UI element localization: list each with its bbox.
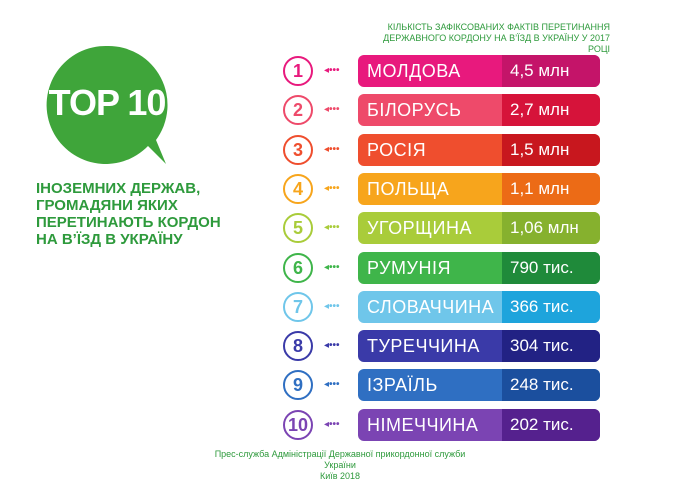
rank-circle: 7 xyxy=(283,292,313,322)
arrow-dots-icon: ◂••• xyxy=(324,379,340,390)
arrow-dots-icon: ◂••• xyxy=(324,183,340,194)
country-label: РОСІЯ xyxy=(367,140,427,160)
country-label: РУМУНІЯ xyxy=(367,258,451,278)
badge-text: TOP 10 xyxy=(48,82,167,123)
arrow-dots-icon: ◂••• xyxy=(324,340,340,351)
country-bar: СЛОВАЧЧИНА 366 тис. xyxy=(358,291,600,323)
subtitle: ІНОЗЕМНИХ ДЕРЖАВ, ГРОМАДЯНИ ЯКИХ ПЕРЕТИН… xyxy=(36,180,221,248)
value-label: 1,1 млн xyxy=(502,173,600,205)
rank-circle: 10 xyxy=(283,410,313,440)
chart-title-line2: ДЕРЖАВНОГО КОРДОНУ НА В’ЇЗД В УКРАЇНУ У … xyxy=(383,33,610,54)
country-label: БІЛОРУСЬ xyxy=(367,100,462,120)
footer-place-year: Київ 2018 xyxy=(319,471,361,481)
rank-circle: 1 xyxy=(283,56,313,86)
arrow-dots-icon: ◂••• xyxy=(324,262,340,273)
arrow-dots-icon: ◂••• xyxy=(324,65,340,76)
country-label: ТУРЕЧЧИНА xyxy=(367,336,480,356)
rank-circle: 4 xyxy=(283,174,313,204)
rank-circle: 2 xyxy=(283,95,313,125)
country-bar: МОЛДОВА 4,5 млн xyxy=(358,55,600,87)
footer-credit: Прес-служба Адміністрації Державної прик… xyxy=(214,449,466,470)
value-label: 202 тис. xyxy=(502,409,600,441)
country-bar: НІМЕЧЧИНА 202 тис. xyxy=(358,409,600,441)
country-label: МОЛДОВА xyxy=(367,61,461,81)
rank-circle: 8 xyxy=(283,331,313,361)
country-bar: БІЛОРУСЬ 2,7 млн xyxy=(358,94,600,126)
rank-circle: 3 xyxy=(283,135,313,165)
value-label: 1,5 млн xyxy=(502,134,600,166)
arrow-dots-icon: ◂••• xyxy=(324,222,340,233)
chart-title-line1: КІЛЬКІСТЬ ЗАФІКСОВАНИХ ФАКТІВ ПЕРЕТИНАНН… xyxy=(387,22,610,32)
value-label: 790 тис. xyxy=(502,252,600,284)
country-label: НІМЕЧЧИНА xyxy=(367,415,479,435)
country-bar: ТУРЕЧЧИНА 304 тис. xyxy=(358,330,600,362)
top10-badge: TOP 10 xyxy=(44,42,170,168)
rank-circle: 9 xyxy=(283,370,313,400)
rank-circle: 6 xyxy=(283,253,313,283)
country-bar: ІЗРАЇЛЬ 248 тис. xyxy=(358,369,600,401)
value-label: 4,5 млн xyxy=(502,55,600,87)
value-label: 304 тис. xyxy=(502,330,600,362)
rank-circle: 5 xyxy=(283,213,313,243)
chart-title: КІЛЬКІСТЬ ЗАФІКСОВАНИХ ФАКТІВ ПЕРЕТИНАНН… xyxy=(360,22,610,55)
footer: Прес-служба Адміністрації Державної прик… xyxy=(200,449,480,482)
arrow-dots-icon: ◂••• xyxy=(324,419,340,430)
country-bar: РУМУНІЯ 790 тис. xyxy=(358,252,600,284)
value-label: 1,06 млн xyxy=(502,212,600,244)
country-label: СЛОВАЧЧИНА xyxy=(367,297,495,317)
speech-bubble-icon xyxy=(46,45,168,164)
country-bar: УГОРЩИНА 1,06 млн xyxy=(358,212,600,244)
country-bar: РОСІЯ 1,5 млн xyxy=(358,134,600,166)
country-label: ІЗРАЇЛЬ xyxy=(367,375,438,395)
arrow-dots-icon: ◂••• xyxy=(324,144,340,155)
value-label: 366 тис. xyxy=(502,291,600,323)
value-label: 2,7 млн xyxy=(502,94,600,126)
country-label: УГОРЩИНА xyxy=(367,218,472,238)
arrow-dots-icon: ◂••• xyxy=(324,301,340,312)
country-bar: ПОЛЬЩА 1,1 млн xyxy=(358,173,600,205)
country-label: ПОЛЬЩА xyxy=(367,179,450,199)
arrow-dots-icon: ◂••• xyxy=(324,104,340,115)
value-label: 248 тис. xyxy=(502,369,600,401)
